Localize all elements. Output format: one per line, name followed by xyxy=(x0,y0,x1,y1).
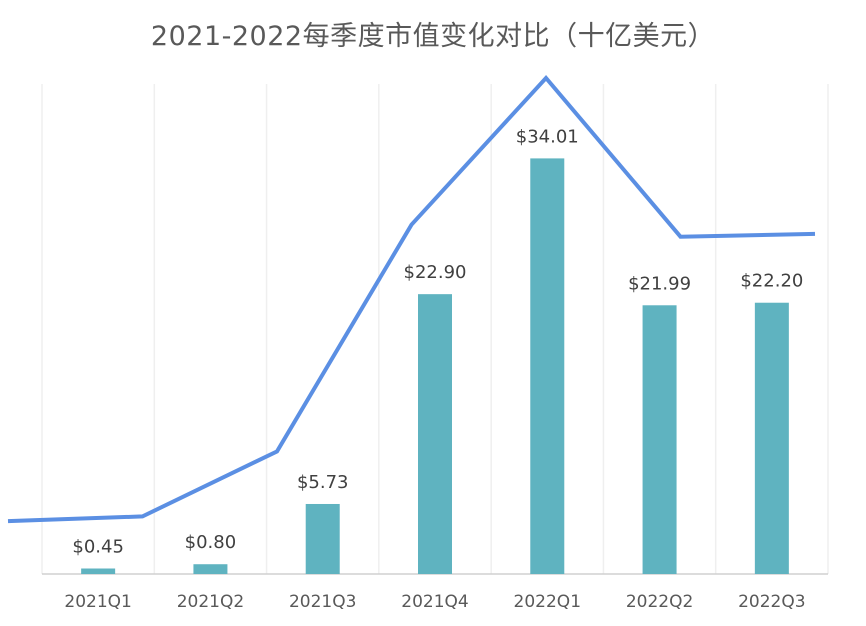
bar-2022Q3 xyxy=(754,302,789,574)
x-tick-2021Q3: 2021Q3 xyxy=(289,592,356,612)
data-label-2022Q3: $22.20 xyxy=(740,271,803,292)
data-label-2021Q2: $0.80 xyxy=(185,532,237,553)
bar-2021Q1 xyxy=(81,568,116,574)
bar-2021Q2 xyxy=(193,564,228,574)
data-label-2022Q2: $21.99 xyxy=(628,273,691,294)
data-labels: $0.45 $0.80 $5.73 $22.90 $34.01 $21.99 $22.20 xyxy=(72,126,803,557)
data-label-2021Q4: $22.90 xyxy=(404,262,467,283)
x-tick-2022Q1: 2022Q1 xyxy=(514,592,581,612)
x-tick-2021Q4: 2021Q4 xyxy=(401,592,468,612)
x-tick-2021Q1: 2021Q1 xyxy=(64,592,131,612)
bar-2022Q1 xyxy=(530,158,565,574)
x-tick-2022Q3: 2022Q3 xyxy=(738,592,805,612)
data-label-2022Q1: $34.01 xyxy=(516,126,579,147)
chart-title: 2021-2022每季度市值变化对比（十亿美元） xyxy=(150,21,716,52)
x-tick-2021Q2: 2021Q2 xyxy=(177,592,244,612)
x-tick-2022Q2: 2022Q2 xyxy=(626,592,693,612)
data-label-2021Q3: $5.73 xyxy=(297,472,349,493)
x-tick-labels: 2021Q1 2021Q2 2021Q3 2021Q4 2022Q1 2022Q2 2022… xyxy=(64,592,805,612)
bar-series xyxy=(81,158,789,574)
bar-2022Q2 xyxy=(642,305,677,574)
data-label-2021Q1: $0.45 xyxy=(72,537,124,558)
bar-2021Q3 xyxy=(305,503,340,574)
line-series xyxy=(7,74,816,524)
bar-2021Q4 xyxy=(418,294,452,574)
gridlines xyxy=(41,84,829,574)
